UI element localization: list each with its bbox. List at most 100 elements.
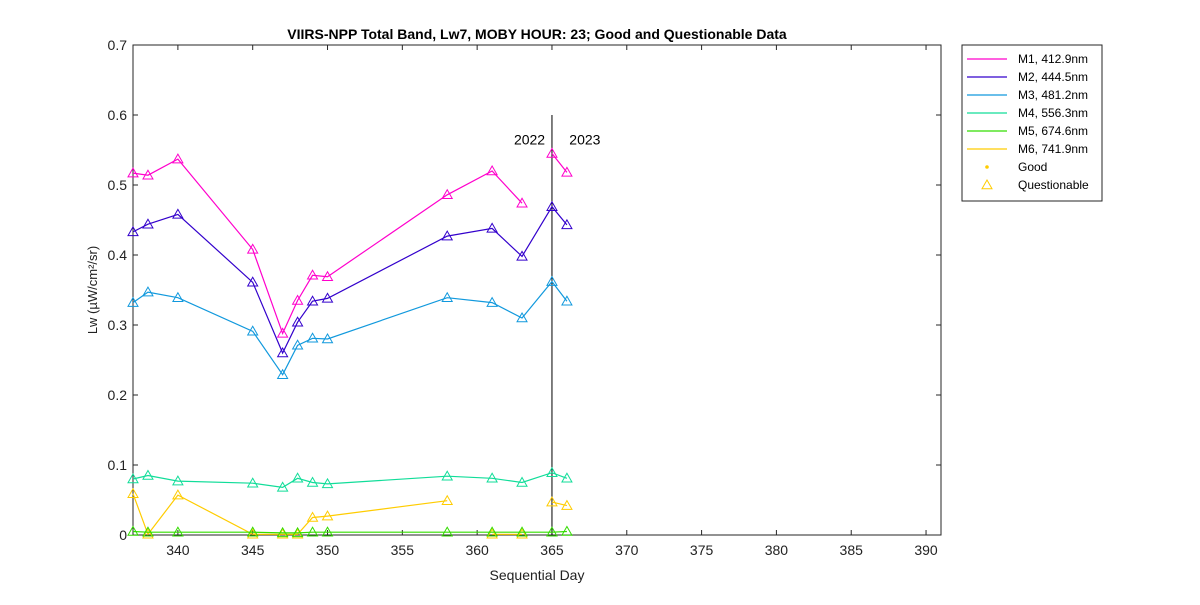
y-tick-label: 0.2: [108, 387, 128, 403]
data-point-marker: [172, 291, 184, 302]
x-tick-label: 370: [615, 542, 639, 558]
data-point-marker: [486, 296, 498, 307]
x-tick-label: 390: [914, 542, 938, 558]
x-tick-label: 355: [391, 542, 415, 558]
data-point-marker: [441, 494, 454, 505]
legend-item-label: Good: [1018, 160, 1047, 174]
data-point-marker: [276, 528, 289, 539]
data-point-marker: [321, 526, 334, 537]
data-point-marker: [546, 526, 558, 537]
data-point-marker: [441, 470, 454, 481]
y-tick-label: 0.1: [108, 457, 128, 473]
data-point-marker: [561, 525, 573, 536]
data-point-marker: [276, 327, 289, 338]
chart-title: VIIRS-NPP Total Band, Lw7, MOBY HOUR: 23…: [287, 26, 787, 42]
series-line: [551, 153, 568, 173]
data-point-marker: [546, 275, 558, 286]
data-point-marker: [321, 270, 334, 281]
data-point-marker: [546, 466, 558, 477]
data-point-marker: [441, 230, 454, 241]
y-axis-label: Lw (µW/cm²/sr): [85, 246, 100, 334]
data-point-marker: [306, 526, 319, 537]
series-m1: [127, 147, 573, 338]
legend-item-label: M5, 674.6nm: [1018, 124, 1088, 138]
data-point-marker: [127, 472, 139, 484]
data-point-marker: [441, 526, 454, 537]
x-tick-label: 350: [316, 542, 340, 558]
data-point-marker: [516, 526, 528, 537]
data-point-marker: [291, 526, 304, 538]
year-annotation: 2022: [514, 132, 545, 148]
data-point-marker: [546, 147, 558, 158]
data-point-marker: [246, 243, 259, 254]
y-tick-label: 0.6: [108, 107, 128, 123]
x-tick-label: 375: [690, 542, 714, 558]
x-tick-label: 345: [241, 542, 265, 558]
series-line: [132, 205, 568, 355]
data-point-marker: [291, 294, 304, 305]
data-point-marker: [441, 188, 454, 200]
series-line: [132, 530, 567, 534]
data-point-marker: [306, 332, 319, 343]
data-point-marker: [546, 200, 558, 211]
data-point-marker: [172, 153, 184, 164]
data-point-marker: [127, 525, 139, 536]
data-point-marker: [142, 528, 154, 539]
legend-item-label: Questionable: [1018, 178, 1089, 192]
data-point-marker: [306, 295, 319, 306]
data-point-marker: [142, 526, 154, 537]
series-line: [132, 472, 568, 489]
legend-item-label: M3, 481.2nm: [1018, 88, 1088, 102]
data-point-marker: [546, 496, 558, 507]
series-m3: [127, 275, 573, 379]
series-m2: [127, 200, 573, 358]
data-point-marker: [306, 511, 319, 522]
x-tick-label: 385: [840, 542, 864, 558]
plot-frame: [132, 44, 942, 536]
data-point-marker: [291, 472, 304, 483]
legend-triangle-marker: [981, 178, 993, 190]
data-point-marker: [561, 295, 573, 306]
data-point-marker: [516, 250, 528, 261]
series-line: [132, 280, 568, 376]
y-tick-label: 0.7: [108, 37, 128, 53]
data-point-marker: [276, 526, 289, 538]
data-point-marker: [441, 291, 454, 302]
data-point-marker: [127, 225, 139, 237]
data-point-marker: [246, 526, 259, 537]
y-tick-label: 0: [119, 527, 127, 543]
data-point-marker: [516, 476, 528, 487]
data-point-marker: [276, 368, 289, 379]
y-tick-label: 0.5: [108, 177, 128, 193]
data-point-marker: [172, 475, 184, 486]
data-point-marker: [306, 269, 319, 280]
legend-dot-marker: [985, 165, 989, 169]
legend-item-label: M1, 412.9nm: [1018, 52, 1088, 66]
data-point-marker: [276, 346, 289, 358]
data-point-marker: [172, 208, 184, 219]
y-tick-label: 0.3: [108, 317, 128, 333]
data-point-marker: [291, 316, 304, 327]
data-point-marker: [321, 477, 334, 489]
data-point-marker: [321, 332, 334, 344]
series-line: [132, 493, 448, 536]
x-tick-label: 360: [465, 542, 489, 558]
data-point-marker: [142, 286, 154, 297]
data-point-marker: [486, 222, 498, 233]
data-point-marker: [321, 510, 334, 521]
data-point-marker: [246, 477, 259, 488]
data-point-marker: [291, 528, 304, 539]
data-point-marker: [486, 164, 498, 176]
series-m6: [127, 487, 573, 539]
legend-item-label: M6, 741.9nm: [1018, 142, 1088, 156]
series-line: [132, 158, 523, 335]
legend-item-label: M2, 444.5nm: [1018, 70, 1088, 84]
data-point-marker: [561, 472, 573, 483]
data-point-marker: [246, 325, 259, 336]
data-point-marker: [516, 528, 528, 539]
data-point-marker: [142, 218, 154, 229]
data-point-marker: [127, 167, 139, 178]
data-point-marker: [486, 528, 498, 539]
